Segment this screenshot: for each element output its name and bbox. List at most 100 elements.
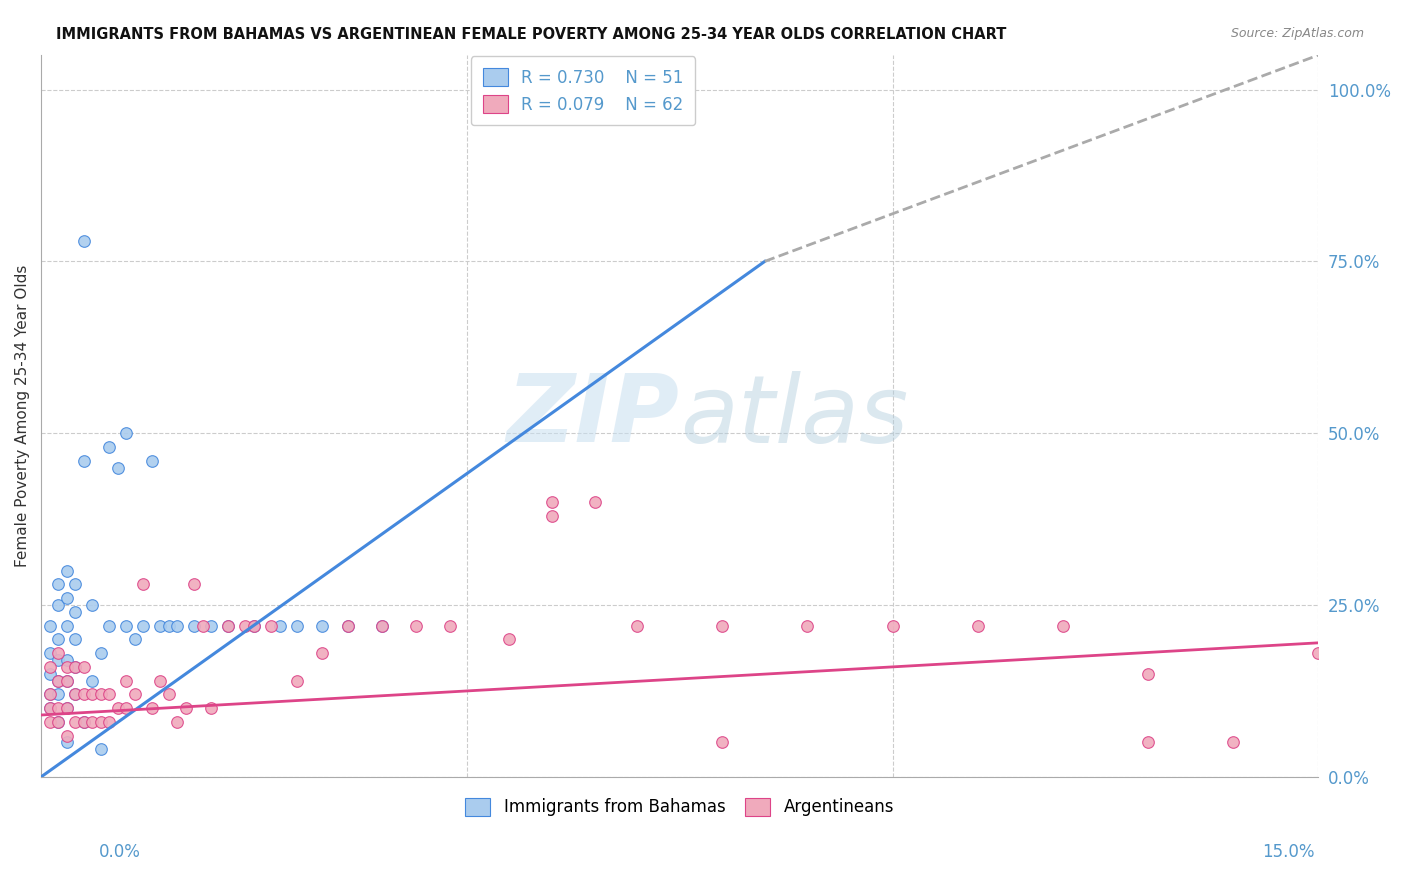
Point bbox=[73, 660, 96, 674]
Point bbox=[405, 618, 427, 632]
Point bbox=[55, 701, 77, 715]
Point bbox=[132, 577, 155, 591]
Point bbox=[90, 646, 112, 660]
Point bbox=[63, 687, 86, 701]
Point bbox=[583, 495, 606, 509]
Point bbox=[711, 735, 734, 749]
Point bbox=[55, 735, 77, 749]
Point bbox=[73, 714, 96, 729]
Point bbox=[882, 618, 904, 632]
Text: IMMIGRANTS FROM BAHAMAS VS ARGENTINEAN FEMALE POVERTY AMONG 25-34 YEAR OLDS CORR: IMMIGRANTS FROM BAHAMAS VS ARGENTINEAN F… bbox=[56, 27, 1007, 42]
Point bbox=[191, 618, 214, 632]
Point bbox=[124, 632, 146, 647]
Point bbox=[115, 701, 138, 715]
Point bbox=[38, 714, 60, 729]
Point bbox=[38, 666, 60, 681]
Point bbox=[541, 495, 564, 509]
Point bbox=[46, 653, 69, 667]
Point bbox=[46, 598, 69, 612]
Point bbox=[157, 618, 180, 632]
Point bbox=[1308, 646, 1330, 660]
Point bbox=[73, 714, 96, 729]
Point bbox=[311, 646, 333, 660]
Point bbox=[98, 440, 121, 454]
Point bbox=[63, 714, 86, 729]
Point bbox=[98, 714, 121, 729]
Point bbox=[269, 618, 291, 632]
Point bbox=[46, 714, 69, 729]
Point bbox=[243, 618, 266, 632]
Point bbox=[55, 729, 77, 743]
Legend: Immigrants from Bahamas, Argentineans: Immigrants from Bahamas, Argentineans bbox=[456, 788, 904, 826]
Point bbox=[439, 618, 461, 632]
Point bbox=[46, 673, 69, 688]
Point bbox=[498, 632, 520, 647]
Point bbox=[370, 618, 392, 632]
Point bbox=[38, 701, 60, 715]
Point bbox=[157, 687, 180, 701]
Point bbox=[98, 618, 121, 632]
Point bbox=[55, 653, 77, 667]
Point bbox=[55, 591, 77, 606]
Point bbox=[90, 742, 112, 756]
Point bbox=[149, 673, 172, 688]
Point bbox=[200, 618, 222, 632]
Point bbox=[46, 714, 69, 729]
Point bbox=[73, 453, 96, 467]
Point bbox=[46, 632, 69, 647]
Point bbox=[90, 714, 112, 729]
Point bbox=[285, 673, 308, 688]
Point bbox=[82, 687, 104, 701]
Point bbox=[541, 508, 564, 523]
Point bbox=[63, 632, 86, 647]
Point bbox=[166, 714, 188, 729]
Point bbox=[55, 564, 77, 578]
Point bbox=[38, 660, 60, 674]
Point bbox=[55, 673, 77, 688]
Point bbox=[63, 605, 86, 619]
Point bbox=[285, 618, 308, 632]
Point bbox=[63, 660, 86, 674]
Point bbox=[174, 701, 197, 715]
Point bbox=[1222, 735, 1244, 749]
Point bbox=[336, 618, 359, 632]
Point bbox=[38, 618, 60, 632]
Point bbox=[115, 618, 138, 632]
Point bbox=[73, 234, 96, 248]
Point bbox=[370, 618, 392, 632]
Point bbox=[311, 618, 333, 632]
Y-axis label: Female Poverty Among 25-34 Year Olds: Female Poverty Among 25-34 Year Olds bbox=[15, 265, 30, 567]
Point bbox=[38, 701, 60, 715]
Point bbox=[55, 660, 77, 674]
Point bbox=[217, 618, 239, 632]
Point bbox=[1136, 666, 1159, 681]
Point bbox=[38, 646, 60, 660]
Point bbox=[260, 618, 283, 632]
Point bbox=[235, 618, 257, 632]
Point bbox=[1052, 618, 1074, 632]
Point bbox=[115, 673, 138, 688]
Point bbox=[796, 618, 818, 632]
Point bbox=[183, 618, 205, 632]
Point bbox=[63, 577, 86, 591]
Text: atlas: atlas bbox=[679, 370, 908, 461]
Point bbox=[38, 687, 60, 701]
Text: 15.0%: 15.0% bbox=[1263, 843, 1315, 861]
Text: Source: ZipAtlas.com: Source: ZipAtlas.com bbox=[1230, 27, 1364, 40]
Point bbox=[82, 714, 104, 729]
Point bbox=[243, 618, 266, 632]
Point bbox=[55, 701, 77, 715]
Point bbox=[217, 618, 239, 632]
Point bbox=[115, 426, 138, 441]
Point bbox=[55, 673, 77, 688]
Point bbox=[107, 460, 129, 475]
Point bbox=[711, 618, 734, 632]
Point bbox=[73, 687, 96, 701]
Text: 0.0%: 0.0% bbox=[98, 843, 141, 861]
Point bbox=[1136, 735, 1159, 749]
Point bbox=[46, 673, 69, 688]
Point bbox=[124, 687, 146, 701]
Point bbox=[141, 453, 163, 467]
Point bbox=[626, 618, 648, 632]
Point bbox=[200, 701, 222, 715]
